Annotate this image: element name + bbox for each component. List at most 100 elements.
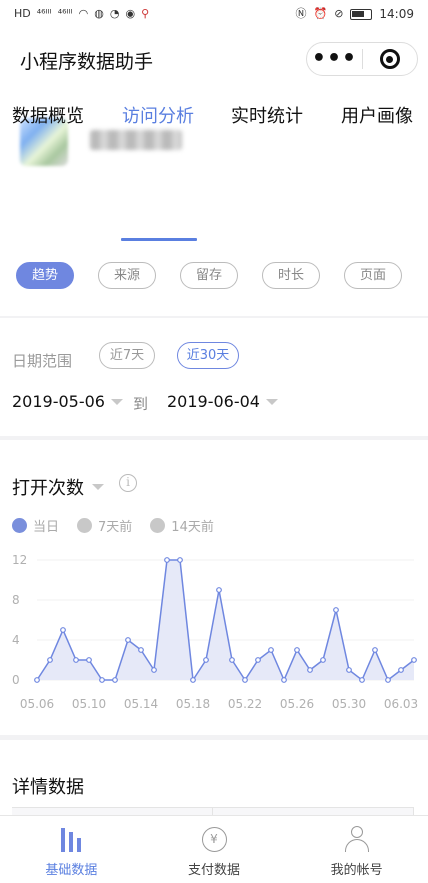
data-point [34, 677, 40, 683]
legend-7-days-ago[interactable]: 7天前 [77, 516, 132, 535]
active-tab-indicator [121, 238, 197, 241]
x-tick-label: 05.10 [72, 697, 106, 711]
data-point [333, 607, 339, 613]
subtab-pages[interactable]: 页面 [344, 262, 402, 289]
date-range-label: 日期范围 [12, 352, 73, 370]
data-point [60, 627, 66, 633]
last-30-days-chip[interactable]: 近30天 [177, 342, 239, 369]
close-target-icon [379, 49, 400, 69]
data-point [203, 657, 209, 663]
x-tick-label: 05.30 [332, 697, 366, 711]
data-point [190, 677, 196, 683]
y-tick-label: 0 [12, 673, 20, 687]
subtab-duration[interactable]: 时长 [262, 262, 320, 289]
bottom-nav-label: 支付数据 [188, 863, 241, 878]
legend-today[interactable]: 当日 [12, 516, 59, 535]
app-name-blurred[interactable] [90, 130, 182, 150]
data-point [177, 557, 183, 563]
capsule-divider [362, 49, 363, 69]
legend-label: 7天前 [98, 520, 133, 535]
tab-overview[interactable]: 数据概览 [12, 106, 84, 127]
bottom-nav-my-account[interactable]: 我的帐号 [285, 816, 428, 883]
x-tick-label: 06.03 [384, 697, 418, 711]
qq-icon: ◔ [109, 7, 120, 20]
start-date-picker[interactable]: 2019-05-06 [12, 392, 123, 411]
data-point [138, 647, 144, 653]
detail-table-header [12, 807, 414, 815]
chevron-down-icon [110, 398, 123, 405]
app-card: 数据概览 访问分析 实时统计 用户画像 趋势 来源 留存 时长 页面 [0, 88, 428, 316]
subtab-source[interactable]: 来源 [98, 262, 156, 289]
data-point [372, 647, 378, 653]
data-point [99, 677, 105, 683]
close-button[interactable] [363, 49, 417, 69]
bottom-nav-label: 基础数据 [45, 863, 98, 878]
location-icon: ⚲ [141, 7, 150, 20]
y-tick-label: 12 [12, 553, 27, 567]
miniprogram-capsule: ••• [306, 42, 418, 76]
x-tick-label: 05.22 [228, 697, 262, 711]
data-point [281, 677, 287, 683]
wechat-icon: ◍ [94, 7, 104, 20]
detail-card: 详情数据 [0, 740, 428, 815]
data-point [73, 657, 79, 663]
data-point [307, 667, 313, 673]
data-point [294, 647, 300, 653]
chart-legend: 当日 7天前 14天前 [12, 516, 232, 535]
data-point [255, 657, 261, 663]
data-point [398, 667, 404, 673]
main-content: 数据概览 访问分析 实时统计 用户画像 趋势 来源 留存 时长 页面 日期范围 … [0, 88, 428, 815]
bottom-nav-payment-data[interactable]: ¥ 支付数据 [143, 816, 286, 883]
chart-title: 打开次数 [12, 478, 84, 499]
status-bar: HD ⁴⁶ᴵᴵᴵ ⁴⁶ᴵᴵᴵ ◠ ◍ ◔ ◉ ⚲ Ⓝ ⏰ ⊘ 14:09 [0, 0, 428, 30]
tab-visit-analysis[interactable]: 访问分析 [122, 106, 194, 127]
data-point [385, 677, 391, 683]
app-logo [20, 118, 68, 166]
metric-selector[interactable]: 打开次数 [12, 474, 104, 500]
end-date-picker[interactable]: 2019-06-04 [167, 392, 278, 411]
wifi-icon: ◠ [78, 7, 89, 20]
start-date-value: 2019-05-06 [12, 392, 105, 411]
bottom-nav-basic-data[interactable]: 基础数据 [0, 816, 143, 883]
hd-icon: HD [14, 7, 31, 20]
subtab-retention[interactable]: 留存 [180, 262, 238, 289]
y-tick-label: 8 [12, 593, 20, 607]
detail-title: 详情数据 [12, 777, 84, 798]
x-tick-label: 05.06 [20, 697, 54, 711]
data-point [151, 667, 157, 673]
legend-14-days-ago[interactable]: 14天前 [150, 516, 214, 535]
info-icon[interactable]: i [119, 474, 137, 492]
chevron-down-icon [92, 484, 104, 490]
chart-card: 打开次数 i 当日 7天前 14天前 0 4 8 12 05.06 05.10 05.14 0… [0, 440, 428, 735]
legend-dot-icon [12, 518, 27, 533]
data-point [346, 667, 352, 673]
data-point [229, 657, 235, 663]
date-to-label: 到 [133, 395, 149, 413]
data-point [112, 677, 118, 683]
bottom-nav-label: 我的帐号 [330, 863, 383, 878]
x-tick-label: 05.18 [176, 697, 210, 711]
data-point [268, 647, 274, 653]
signal-icon: ⁴⁶ᴵᴵᴵ [36, 7, 52, 20]
legend-dot-icon [77, 518, 93, 533]
silent-icon: ⊘ [334, 7, 344, 20]
data-point [216, 587, 222, 593]
tab-user-profile[interactable]: 用户画像 [341, 106, 413, 127]
data-point [320, 657, 326, 663]
y-tick-label: 4 [12, 633, 20, 647]
yuan-coin-icon: ¥ [198, 824, 230, 852]
legend-dot-icon [150, 518, 166, 533]
tab-realtime[interactable]: 实时统计 [231, 106, 303, 127]
status-time: 14:09 [379, 7, 414, 21]
more-button[interactable]: ••• [311, 46, 358, 71]
x-tick-label: 05.14 [124, 697, 158, 711]
subtab-bar: 趋势 来源 留存 时长 页面 [0, 262, 428, 290]
data-point [164, 557, 170, 563]
date-range-card: 日期范围 近7天 近30天 2019-05-06 到 2019-06-04 [0, 318, 428, 436]
battery-icon [350, 8, 373, 20]
line-chart[interactable]: 0 4 8 12 05.06 05.10 05.14 05.18 05.22 05.26 05.30… [0, 530, 428, 730]
bar-chart-icon [55, 824, 87, 852]
end-date-value: 2019-06-04 [167, 392, 260, 411]
subtab-trend[interactable]: 趋势 [16, 262, 74, 289]
last-7-days-chip[interactable]: 近7天 [99, 342, 155, 369]
